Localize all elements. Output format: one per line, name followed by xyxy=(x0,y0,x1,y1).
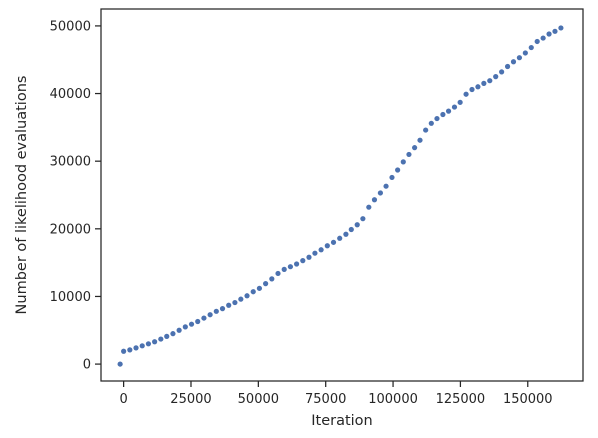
data-point xyxy=(493,74,499,80)
data-points xyxy=(117,25,564,367)
data-point xyxy=(152,339,158,345)
y-tick-label: 50000 xyxy=(50,19,91,34)
data-point xyxy=(213,308,219,314)
data-point xyxy=(360,216,366,222)
data-point xyxy=(417,137,423,143)
x-tick-label: 150000 xyxy=(503,392,553,407)
data-point xyxy=(428,120,434,126)
data-point xyxy=(546,31,552,37)
data-point xyxy=(244,293,250,299)
data-point xyxy=(552,28,558,34)
data-point xyxy=(463,91,469,97)
x-axis: 0 25000 50000 75000 100000 125000 150000 xyxy=(119,381,553,407)
data-point xyxy=(330,239,337,245)
data-point xyxy=(219,306,226,312)
y-tick-label: 30000 xyxy=(50,155,91,170)
data-point xyxy=(371,197,378,203)
data-point xyxy=(306,254,312,260)
data-point xyxy=(207,312,213,318)
y-tick-label: 20000 xyxy=(50,222,91,237)
data-point xyxy=(133,345,139,351)
y-tick-label: 0 xyxy=(83,358,91,373)
y-axis-label: Number of likelihood evaluations xyxy=(14,76,30,315)
data-point xyxy=(176,327,182,333)
data-point xyxy=(475,84,481,90)
data-point xyxy=(366,204,372,210)
data-point xyxy=(406,151,412,158)
data-point xyxy=(504,63,511,70)
data-point xyxy=(195,318,201,325)
data-point xyxy=(487,78,493,84)
data-point xyxy=(440,111,446,118)
data-point xyxy=(182,324,188,330)
x-tick-label: 100000 xyxy=(368,392,418,407)
data-point xyxy=(412,145,418,151)
plot-area-frame xyxy=(100,8,584,382)
data-point xyxy=(238,296,244,302)
x-axis-label: Iteration xyxy=(311,413,373,429)
data-point xyxy=(256,285,263,291)
data-point xyxy=(377,190,383,196)
data-point xyxy=(281,266,287,272)
data-point xyxy=(117,361,123,367)
data-point xyxy=(158,336,164,342)
data-point xyxy=(457,99,463,105)
data-point xyxy=(510,59,517,65)
data-point xyxy=(528,44,534,51)
data-point xyxy=(434,115,440,122)
data-point xyxy=(226,302,232,308)
data-point xyxy=(188,321,195,327)
y-tick-label: 40000 xyxy=(50,87,91,102)
data-point xyxy=(354,222,360,228)
data-point xyxy=(423,127,429,133)
data-point xyxy=(516,55,523,61)
data-point xyxy=(232,299,238,306)
data-point xyxy=(389,174,395,181)
data-point xyxy=(145,341,152,347)
data-point xyxy=(395,167,401,173)
data-point xyxy=(164,333,170,339)
data-point xyxy=(324,243,330,249)
data-point xyxy=(170,331,176,337)
data-point xyxy=(383,183,389,189)
data-point xyxy=(499,69,505,75)
data-point xyxy=(348,226,354,233)
y-tick-label: 10000 xyxy=(50,290,91,305)
data-point xyxy=(294,261,300,267)
data-point xyxy=(312,250,318,256)
data-point xyxy=(127,347,133,353)
data-point xyxy=(250,289,256,295)
x-tick-label: 25000 xyxy=(170,392,211,407)
data-point xyxy=(540,35,546,41)
data-point xyxy=(269,276,275,282)
data-point xyxy=(522,50,528,56)
data-point xyxy=(451,104,458,110)
data-point xyxy=(469,86,475,93)
data-point xyxy=(139,343,145,349)
data-point xyxy=(337,235,343,241)
data-point xyxy=(318,247,324,253)
data-point xyxy=(201,315,207,321)
data-point xyxy=(121,348,127,354)
data-point xyxy=(275,270,281,277)
data-point xyxy=(534,38,540,45)
data-point xyxy=(558,25,564,31)
data-point xyxy=(343,231,349,237)
x-tick-label: 0 xyxy=(119,392,127,407)
data-point xyxy=(400,159,406,165)
data-point xyxy=(445,108,452,114)
data-point xyxy=(300,258,306,264)
x-tick-label: 125000 xyxy=(436,392,486,407)
data-point xyxy=(287,264,294,270)
y-axis: 0 10000 20000 30000 40000 50000 xyxy=(50,19,101,373)
x-tick-label: 75000 xyxy=(305,392,346,407)
data-point xyxy=(481,80,487,86)
x-tick-label: 50000 xyxy=(238,392,279,407)
data-point xyxy=(263,281,269,287)
